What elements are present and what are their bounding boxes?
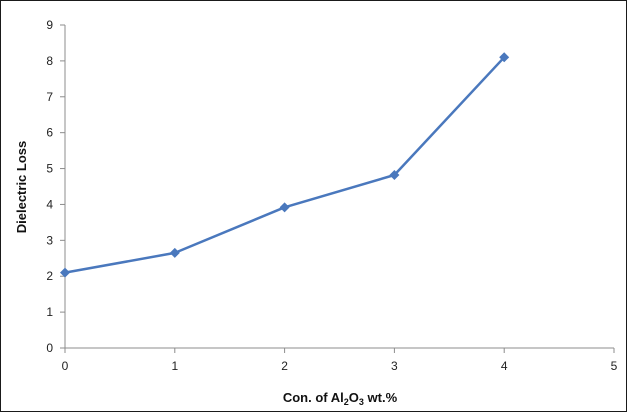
x-tick-label: 3 [391,359,398,373]
y-axis-title: Dielectric Loss [14,141,29,234]
series-group [60,52,510,278]
y-tick-label: 8 [46,54,53,68]
x-tick-label: 0 [62,359,69,373]
y-tick-label: 0 [46,341,53,355]
y-tick-label: 1 [46,305,53,319]
y-tick-label: 3 [46,233,53,247]
data-point-marker [389,170,400,181]
y-tick-label: 6 [46,126,53,140]
x-tick-labels: 0 1 2 3 4 5 [62,359,618,373]
x-tick-label: 4 [501,359,508,373]
y-tick-label: 2 [46,269,53,283]
data-point-marker [169,247,180,258]
series-line [64,56,506,274]
x-axis-title-sub1: 2 [344,397,349,407]
data-point-marker [279,202,290,213]
y-tick-label: 9 [46,18,53,32]
x-axis-title-prefix: Con. of Al [283,390,344,405]
x-axis-title: Con. of Al2O3 wt.% [283,390,398,407]
x-axis-title-suffix: wt.% [364,390,398,405]
data-point-marker [499,52,510,63]
x-tick-label: 5 [611,359,618,373]
axes [60,24,615,353]
y-tick-labels: 0 1 2 3 4 5 6 7 8 9 [46,18,53,355]
x-tick-label: 1 [171,359,178,373]
y-tick-label: 7 [46,90,53,104]
data-point-marker [60,267,70,278]
y-tick-label: 4 [46,197,53,211]
x-axis-title-sub2: 3 [359,397,364,407]
x-axis-title-mid: O [349,390,359,405]
y-tick-label: 5 [46,162,53,176]
x-tick-label: 2 [281,359,288,373]
